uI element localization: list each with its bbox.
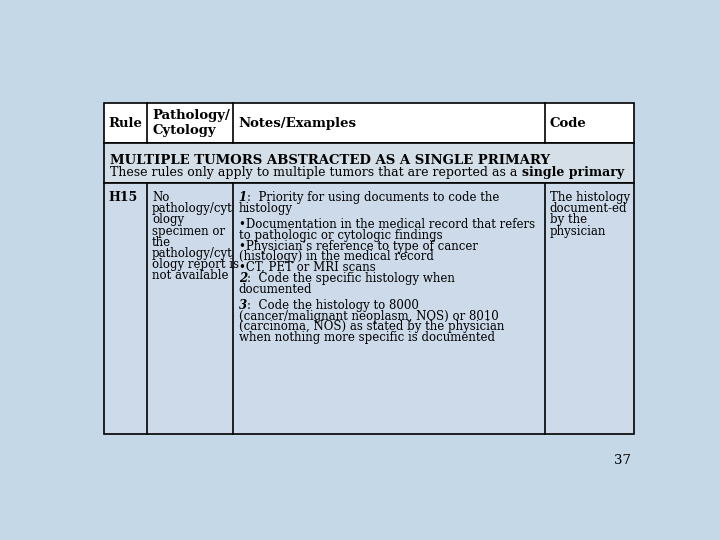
Text: the: the (152, 236, 171, 249)
Text: pathology/cyt: pathology/cyt (152, 202, 233, 215)
Text: •Documentation in the medical record that refers: •Documentation in the medical record tha… (239, 218, 535, 231)
Text: Notes/Examples: Notes/Examples (238, 117, 356, 130)
Text: :  Priority for using documents to code the: : Priority for using documents to code t… (247, 191, 499, 204)
Text: These rules only apply to multiple tumors that are reported as a: These rules only apply to multiple tumor… (110, 166, 521, 179)
Text: (carcinoma, NOS) as stated by the physician: (carcinoma, NOS) as stated by the physic… (239, 320, 504, 333)
Text: •Physician’s reference to type of cancer: •Physician’s reference to type of cancer (239, 240, 477, 253)
Text: MULTIPLE TUMORS ABSTRACTED AS A SINGLE PRIMARY: MULTIPLE TUMORS ABSTRACTED AS A SINGLE P… (110, 154, 550, 167)
Text: ology: ology (152, 213, 184, 226)
Text: H15: H15 (109, 191, 138, 204)
Text: (cancer/malignant neoplasm, NOS) or 8010: (cancer/malignant neoplasm, NOS) or 8010 (239, 309, 498, 323)
Bar (104, 103, 634, 143)
Text: :  Code the specific histology when: : Code the specific histology when (247, 272, 455, 285)
Text: 3: 3 (239, 299, 247, 312)
Text: by the: by the (549, 213, 587, 226)
Text: •CT, PET or MRI scans: •CT, PET or MRI scans (239, 261, 375, 274)
Text: 2: 2 (239, 272, 247, 285)
Text: document-ed: document-ed (549, 202, 627, 215)
Text: when nothing more specific is documented: when nothing more specific is documented (239, 331, 495, 344)
Text: pathology/cyt: pathology/cyt (152, 247, 233, 260)
Text: ology report is: ology report is (152, 258, 239, 271)
Text: Code: Code (549, 117, 586, 130)
Text: to pathologic or cytologic findings: to pathologic or cytologic findings (239, 229, 442, 242)
Text: histology: histology (239, 202, 293, 215)
Text: not available: not available (152, 269, 228, 282)
Bar (104, 184, 634, 434)
Text: single primary: single primary (521, 166, 624, 179)
Text: Rule: Rule (109, 117, 143, 130)
Text: 37: 37 (614, 454, 631, 467)
Text: documented: documented (239, 283, 312, 296)
Text: 1: 1 (239, 191, 247, 204)
Text: specimen or: specimen or (152, 225, 225, 238)
Text: (histology) in the medical record: (histology) in the medical record (239, 251, 433, 264)
Text: Pathology/
Cytology: Pathology/ Cytology (152, 109, 230, 137)
Text: No: No (152, 191, 169, 204)
Text: The histology: The histology (549, 191, 630, 204)
Bar (104, 143, 634, 184)
Text: :  Code the histology to 8000: : Code the histology to 8000 (247, 299, 419, 312)
Text: physician: physician (549, 225, 606, 238)
